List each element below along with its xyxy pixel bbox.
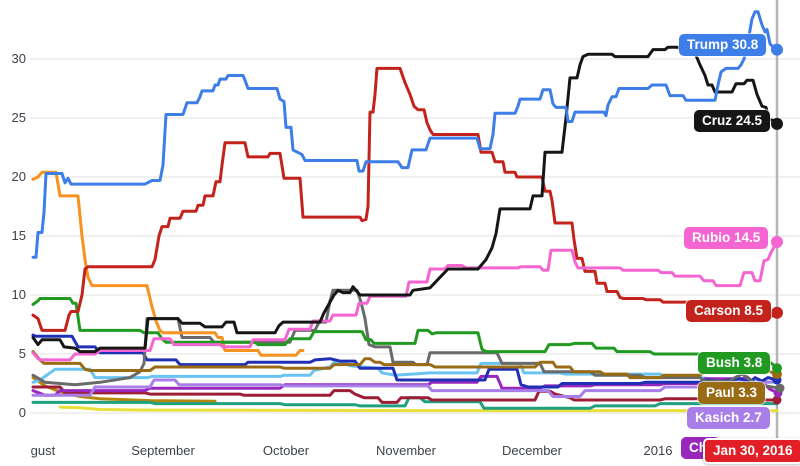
trump-end-dot[interactable] bbox=[771, 43, 783, 56]
y-tick-25: 25 bbox=[11, 110, 26, 125]
rubio-value-label: Rubio 14.5 bbox=[684, 227, 769, 249]
cruz-value-label: Cruz 24.5 bbox=[694, 110, 771, 132]
y-tick-30: 30 bbox=[11, 51, 26, 66]
bush-end-dot[interactable] bbox=[772, 363, 782, 374]
orange-line[interactable] bbox=[31, 170, 305, 357]
carson-end-dot[interactable] bbox=[771, 306, 783, 319]
trump-value-label: Trump 30.8 bbox=[679, 34, 767, 56]
kasich-value-label: Kasich 2.7 bbox=[687, 407, 770, 429]
rubio-line[interactable] bbox=[31, 240, 779, 362]
gray-end-dot[interactable] bbox=[775, 383, 785, 393]
bush-value-label: Bush 3.8 bbox=[698, 352, 771, 374]
paul-value-label: Paul 3.3 bbox=[698, 382, 766, 404]
date-badge: Jan 30, 2016 bbox=[703, 438, 800, 464]
y-tick-5: 5 bbox=[18, 346, 26, 361]
series-lines bbox=[31, 10, 782, 413]
cruz-line[interactable] bbox=[31, 45, 779, 354]
trump-line[interactable] bbox=[31, 10, 779, 259]
y-tick-0: 0 bbox=[18, 405, 26, 420]
y-tick-10: 10 bbox=[11, 287, 26, 302]
maroon-end-dot[interactable] bbox=[772, 395, 782, 405]
cruz-end-dot[interactable] bbox=[771, 117, 783, 130]
y-tick-15: 15 bbox=[11, 228, 26, 243]
series-end-dots bbox=[771, 43, 785, 405]
carson-line[interactable] bbox=[31, 66, 779, 332]
maroon-line[interactable] bbox=[31, 385, 779, 404]
rubio-end-dot[interactable] bbox=[771, 235, 783, 248]
carson-value-label: Carson 8.5 bbox=[686, 300, 772, 322]
yellow-line[interactable] bbox=[58, 405, 779, 413]
y-tick-20: 20 bbox=[11, 169, 26, 184]
